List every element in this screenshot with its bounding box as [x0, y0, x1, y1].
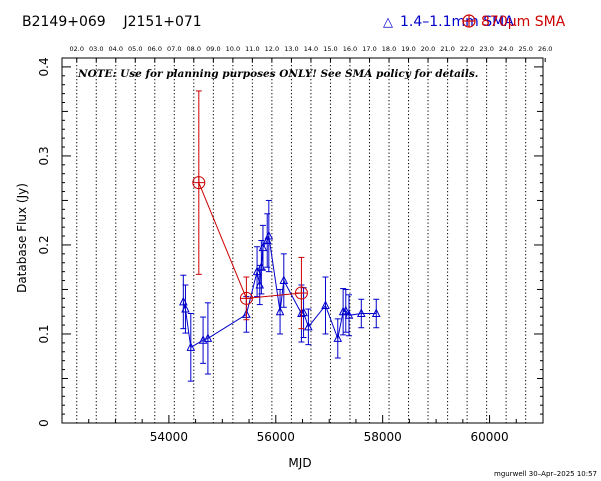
legend-red: 870μm SMA [462, 14, 566, 30]
top-axis-tick-label: 20.0 [421, 45, 435, 53]
top-axis-tick-label: 08.0 [187, 45, 201, 53]
data-point [186, 342, 196, 351]
top-axis-tick-label: 06.0 [148, 45, 162, 53]
top-axis-tick-label: 24.0 [499, 45, 513, 53]
data-point [356, 308, 366, 317]
x-axis-label: MJD [288, 456, 311, 470]
top-axis-tick-label: 07.0 [167, 45, 181, 53]
y-axis-tick-label: 0.1 [37, 324, 51, 343]
planning-note: NOTE: Use for planning purposes ONLY! Se… [77, 68, 478, 80]
top-axis-tick-label: 18.0 [382, 45, 396, 53]
top-axis-tick-label: 17.0 [362, 45, 376, 53]
plot-frame [61, 57, 544, 424]
legend-blue-label: 1.4–1.1mm SMA [400, 14, 514, 30]
x-axis: 54000 56000 58000 60000 [61, 415, 544, 444]
top-axis-tick-label: 11.0 [245, 45, 259, 53]
top-axis-tick-label: 09.0 [206, 45, 220, 53]
y-axis-label: Database Flux (Jy) [15, 183, 29, 293]
series-870um [192, 90, 308, 330]
y-axis-tick-label: 0.2 [37, 235, 51, 254]
data-point [264, 230, 274, 240]
data-point [279, 275, 289, 285]
top-axis-tick-label: 23.0 [479, 45, 493, 53]
top-axis-tick-label: 14.0 [304, 45, 318, 53]
x-axis-tick-label: 58000 [364, 430, 402, 444]
data-point [181, 303, 190, 313]
top-axis-tick-label: 04.0 [109, 45, 123, 53]
x-axis-tick-label: 56000 [257, 430, 295, 444]
data-point [258, 242, 268, 252]
source-names: B2149+069 J2151+071 [22, 14, 202, 30]
top-axis-tick-label: 25.0 [518, 45, 532, 53]
data-point [252, 266, 262, 276]
top-axis-tick-label: 19.0 [401, 45, 415, 53]
top-axis-tick-label: 16.0 [343, 45, 357, 53]
top-axis-tick-label: 03.0 [89, 45, 103, 53]
top-axis-tick-label: 22.0 [460, 45, 474, 53]
top-axis-tick-label: 13.0 [284, 45, 298, 53]
data-point [341, 305, 351, 315]
top-axis-tick-label: 10.0 [226, 45, 240, 53]
triangle-marker-icon: △ [383, 15, 393, 30]
legend-blue: △ 1.4–1.1mm SMA [383, 14, 514, 30]
data-point [344, 310, 354, 319]
top-axis-tick-label: 02.0 [70, 45, 84, 53]
x-axis-tick-label: 60000 [470, 430, 508, 444]
top-axis-tick-label: 15.0 [323, 45, 337, 53]
data-point [304, 321, 313, 331]
y-axis: 0 0.1 0.2 0.3 0.4 [37, 57, 543, 427]
footer-credit: mgurwell 30–Apr–2025 10:57 [494, 470, 597, 478]
data-series [179, 90, 381, 382]
data-point [371, 308, 381, 317]
y-axis-tick-label: 0.4 [37, 57, 51, 76]
y-axis-tick-label: 0 [37, 419, 51, 427]
y-axis-tick-label: 0.3 [37, 146, 51, 165]
data-point [333, 333, 343, 342]
legend-red-label: 870μm SMA [481, 14, 566, 30]
grid-lines [76, 58, 527, 423]
data-point [321, 300, 330, 309]
data-point [275, 306, 285, 316]
data-point [338, 306, 348, 316]
data-point [203, 333, 213, 342]
x-axis-tick-label: 54000 [150, 430, 188, 444]
top-axis-tick-label: 21.0 [440, 45, 454, 53]
top-axis: 02.0 03.0 04.0 05.0 06.0 07.0 08.0 09.0 10.0 11.0… [70, 45, 552, 62]
top-axis-tick-label: 05.0 [128, 45, 142, 53]
top-axis-tick-label: 26.0 [538, 45, 552, 53]
series-1p3mm [179, 199, 381, 382]
top-axis-tick-label: 12.0 [265, 45, 279, 53]
